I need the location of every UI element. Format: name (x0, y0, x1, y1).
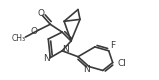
Text: N: N (62, 45, 69, 54)
Text: Cl: Cl (117, 59, 126, 68)
Text: N: N (43, 54, 50, 63)
Text: F: F (110, 41, 115, 50)
Text: O: O (31, 27, 38, 36)
Text: N: N (84, 65, 90, 74)
Text: O: O (38, 9, 45, 18)
Text: CH₃: CH₃ (11, 34, 26, 43)
